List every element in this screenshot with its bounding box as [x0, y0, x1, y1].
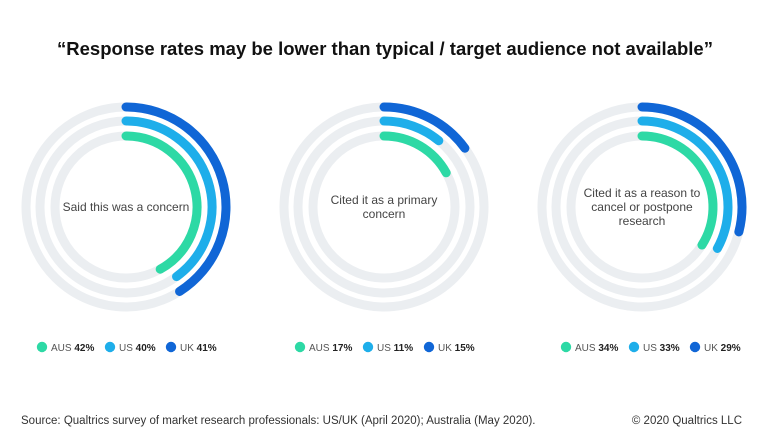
legend-value: 33% — [660, 343, 680, 354]
legend-item-us: US 33% — [628, 341, 680, 354]
legend-item-aus: AUS 34% — [560, 341, 618, 354]
center-label-line: concern — [363, 207, 406, 221]
legend-value: 40% — [136, 343, 156, 354]
legend-marker — [294, 341, 306, 353]
legend-item-us: US 11% — [362, 341, 413, 354]
legend-marker — [165, 341, 177, 353]
legend-item-uk: UK 41% — [165, 341, 217, 354]
legend-value: 42% — [74, 343, 94, 354]
legend-label: UK 15% — [438, 343, 475, 354]
legend-item-aus: AUS 42% — [36, 341, 94, 354]
arc-uk — [637, 102, 747, 237]
legend-value: 41% — [197, 343, 217, 354]
legend-marker — [628, 341, 640, 353]
copyright: © 2020 Qualtrics LLC — [631, 415, 742, 427]
legend-item-aus: AUS 17% — [294, 341, 352, 354]
center-label-line: cancel or postpone — [591, 200, 693, 214]
legend-label: UK 41% — [180, 343, 217, 354]
arc-aus — [637, 131, 718, 250]
legend-label: US 11% — [377, 343, 413, 354]
arc-us — [379, 116, 444, 146]
center-label-line: Cited it as a primary — [331, 193, 438, 207]
legend-label: US 33% — [643, 343, 680, 354]
center-label-line: research — [619, 214, 666, 228]
legend-label: AUS 34% — [575, 343, 618, 354]
legend-label: AUS 17% — [309, 343, 352, 354]
arc-uk — [379, 102, 470, 153]
legend-label: UK 29% — [704, 343, 741, 354]
source-note: Source: Qualtrics survey of market resea… — [21, 415, 536, 427]
center-label-line: Said this was a concern — [63, 200, 190, 214]
radial-chart-1: Said this was a concern AUS 42% US 40% UK 4… — [21, 102, 231, 354]
legend-item-us: US 40% — [104, 341, 156, 354]
legend-marker — [689, 341, 701, 353]
legend-marker — [423, 341, 435, 353]
legend-value: 11% — [394, 343, 414, 354]
arc-aus — [121, 131, 202, 274]
legend-marker — [36, 341, 48, 353]
legend-marker — [560, 341, 572, 353]
center-label-line: Cited it as a reason to — [584, 186, 701, 200]
arc-us — [637, 116, 733, 253]
legend-item-uk: UK 29% — [689, 341, 741, 354]
legend-value: 15% — [455, 343, 475, 354]
arc-uk — [121, 102, 231, 296]
legend-value: 29% — [721, 343, 741, 354]
legend-item-uk: UK 15% — [423, 341, 475, 354]
legend-marker — [104, 341, 116, 353]
legend-marker — [362, 341, 374, 353]
legend-value: 17% — [332, 343, 352, 354]
chart-title: “Response rates may be lower than typica… — [57, 38, 713, 59]
legend-label: US 40% — [119, 343, 156, 354]
legend-label: AUS 42% — [51, 343, 94, 354]
arc-aus — [379, 131, 451, 178]
legend-value: 34% — [598, 343, 618, 354]
arc-us — [121, 116, 217, 282]
